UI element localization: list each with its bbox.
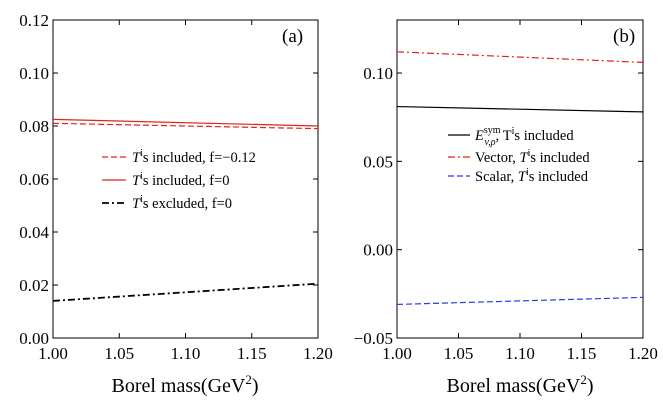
y-tick-label: 0.10: [19, 64, 49, 83]
legend-label-a-2: Tis excluded, f=0: [132, 194, 232, 212]
series-line-b-0: [396, 105, 644, 113]
y-tick-label: 0.05: [363, 152, 393, 171]
panel-a: (a) 0.000.020.040.060.080.100.12 1.00 1.0…: [19, 11, 333, 397]
legend-label-a-1: Tis included, f=0: [132, 171, 230, 189]
series-line-a-2: [52, 282, 319, 302]
legend-label-a-0: Tis included, f=−0.12: [132, 148, 256, 166]
panel-a-tag: (a): [282, 26, 303, 47]
series-line-b-1: [396, 51, 644, 63]
y-tick-label: 0.12: [19, 11, 49, 30]
panel-b-legend: Esym v,ρ, Tis included Vector, Tis includ…: [448, 125, 590, 185]
panel-a-legend: Tis included, f=−0.12 Tis included, f=0 …: [102, 148, 256, 212]
y-tick-label: 0.00: [19, 329, 49, 348]
x-tick-label: 1.05: [104, 344, 134, 363]
y-tick-label: −0.05: [354, 329, 393, 348]
y-tick-label: 0.00: [363, 241, 393, 260]
panel-b: (b) −0.050.000.050.10 1.00 1.05 1.10 1.15 1.…: [354, 19, 658, 397]
x-tick-label: 1.10: [171, 344, 201, 363]
x-tick-label: 1.20: [303, 344, 333, 363]
y-tick-label: 0.10: [363, 64, 393, 83]
series-line-b-2: [396, 296, 644, 306]
legend-label-b-2: Scalar, Tis included: [475, 167, 589, 185]
x-tick-label: 1.15: [567, 344, 597, 363]
x-tick-label: 1.00: [382, 344, 412, 363]
y-tick-label: 0.04: [19, 223, 49, 242]
panel-a-series: [52, 118, 319, 302]
y-tick-label: 0.06: [19, 170, 49, 189]
panel-b-y-ticks: −0.05 0.00 0.05 0.10: [354, 64, 643, 348]
panel-b-series: [396, 51, 644, 306]
y-tick-label: 0.02: [19, 276, 49, 295]
x-tick-label: 1.05: [444, 344, 474, 363]
panel-b-tag: (b): [613, 26, 635, 47]
series-line-a-1: [52, 118, 319, 127]
y-tick-label: 0.08: [19, 117, 49, 136]
panel-b-x-axis-label: Borel mass(GeV2): [446, 372, 593, 397]
panel-a-x-ticks: 1.00 1.05 1.10 1.15 1.20: [38, 20, 333, 363]
x-tick-label: 1.00: [38, 344, 68, 363]
panel-a-x-axis-label: Borel mass(GeV2): [111, 372, 258, 397]
series-line-a-0: [52, 122, 319, 130]
panel-b-x-ticks: 1.00 1.05 1.10 1.15 1.20: [382, 20, 658, 363]
panel-a-y-ticks: 0.00 0.02 0.04 0.06 0.08 0.10 0.12: [19, 11, 318, 348]
x-tick-label: 1.20: [628, 344, 658, 363]
legend-label-b-1: Vector, Tis included: [475, 148, 590, 166]
x-tick-label: 1.15: [237, 344, 267, 363]
legend-label-b-0: Esym v,ρ, Tis included: [474, 125, 574, 148]
x-tick-label: 1.10: [505, 344, 535, 363]
